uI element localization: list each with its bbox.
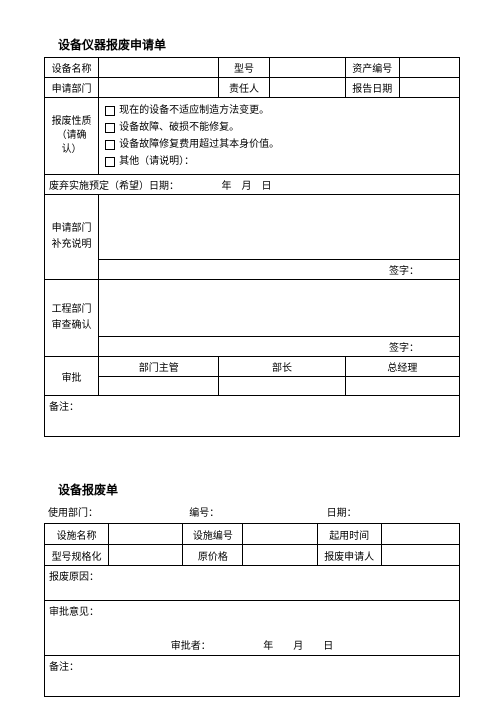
f1-dept-label: 申请部门 xyxy=(45,78,99,98)
f2-applicant-label: 报废申请人 xyxy=(317,545,381,566)
f1-equip-name-label: 设备名称 xyxy=(45,58,99,78)
f2-date: 日期： xyxy=(323,502,460,521)
f2-opinion-label: 审批意见： xyxy=(49,607,99,618)
f1-dispose-label: 废弃实施预定（希望）日期： xyxy=(49,181,179,192)
f2-opinion: 审批意见： 审批者： 年 月 日 xyxy=(45,601,460,656)
f2-spec-val xyxy=(109,545,183,566)
f1-sec2-label: 工程部门 审查确认 xyxy=(45,280,99,357)
checkbox-icon xyxy=(105,157,115,167)
f1-sec1-body xyxy=(99,195,460,260)
f1-dept-val xyxy=(99,78,219,98)
form2-table: 设施名称 设施编号 起用时间 型号规格化 原价格 报废申请人 报废原因： 审批意… xyxy=(44,523,460,697)
f2-name-label: 设施名称 xyxy=(45,524,109,545)
checkbox-icon xyxy=(105,140,115,150)
form2-header: 使用部门： 编号： 日期： xyxy=(44,502,460,521)
f1-resp-val xyxy=(269,78,345,98)
f2-note: 备注： xyxy=(45,656,460,697)
f1-asset-label: 资产编号 xyxy=(345,58,399,78)
f1-sec2-body xyxy=(99,280,460,337)
f1-model-val xyxy=(269,58,345,78)
f1-appr-c1: 部门主管 xyxy=(99,357,219,377)
f1-appr-c3: 总经理 xyxy=(345,357,459,377)
f1-sig2: 签字： xyxy=(99,337,460,357)
f2-name-val xyxy=(109,524,183,545)
f1-equip-name-val xyxy=(99,58,219,78)
f1-opt3: 设备故障修复费用超过其本身价值。 xyxy=(119,139,279,150)
f1-date-val xyxy=(399,78,459,98)
f1-opt1: 现在的设备不适应制造方法变更。 xyxy=(119,105,269,116)
form1-table: 设备名称 型号 资产编号 申请部门 责任人 报告日期 报废性质 （请确 认） 现… xyxy=(44,57,460,437)
f1-appr-c2: 部长 xyxy=(219,357,345,377)
f2-price-val xyxy=(243,545,317,566)
f2-no-label: 设施编号 xyxy=(183,524,243,545)
f2-no-val xyxy=(243,524,317,545)
form2-title: 设备报废单 xyxy=(58,481,460,498)
f2-spec-label: 型号规格化 xyxy=(45,545,109,566)
f1-appr-v2 xyxy=(219,377,345,396)
f2-no: 编号： xyxy=(185,502,322,521)
f1-model-label: 型号 xyxy=(219,58,269,78)
f2-ymd: 年 月 日 xyxy=(263,641,333,652)
f2-applicant-val xyxy=(381,545,459,566)
f1-resp-label: 责任人 xyxy=(219,78,269,98)
f2-start-label: 起用时间 xyxy=(317,524,381,545)
f2-reason: 报废原因： xyxy=(45,566,460,601)
f2-approver-label: 审批者： xyxy=(171,641,211,652)
f1-date-label: 报告日期 xyxy=(345,78,399,98)
f1-sec1-label: 申请部门 补充说明 xyxy=(45,195,99,280)
page: 设备仪器报废申请单 设备名称 型号 资产编号 申请部门 责任人 报告日期 xyxy=(0,0,504,713)
f1-appr-v3 xyxy=(345,377,459,396)
f1-dispose-ymd: 年 月 日 xyxy=(222,181,272,192)
form1-title: 设备仪器报废申请单 xyxy=(58,36,460,53)
f2-dept: 使用部门： xyxy=(44,502,185,521)
f1-appr-v1 xyxy=(99,377,219,396)
f1-dispose-date: 废弃实施预定（希望）日期： 年 月 日 xyxy=(45,175,460,195)
f1-asset-val xyxy=(399,58,459,78)
checkbox-icon xyxy=(105,106,115,116)
f1-opt4: 其他（请说明）： xyxy=(119,156,194,167)
f2-start-val xyxy=(381,524,459,545)
f1-nature-label: 报废性质 （请确 认） xyxy=(45,98,99,175)
f1-approve-label: 审批 xyxy=(45,357,99,396)
f1-note: 备注： xyxy=(45,396,460,437)
f2-price-label: 原价格 xyxy=(183,545,243,566)
f1-sig1: 签字： xyxy=(99,260,460,280)
f1-nature-opts: 现在的设备不适应制造方法变更。 设备故障、破损不能修复。 设备故障修复费用超过其… xyxy=(99,98,460,175)
checkbox-icon xyxy=(105,123,115,133)
f1-opt2: 设备故障、破损不能修复。 xyxy=(119,122,239,133)
